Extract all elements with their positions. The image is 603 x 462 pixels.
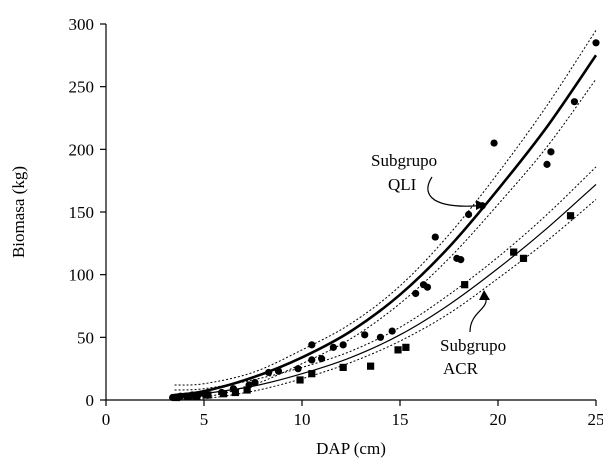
y-tick-label: 0 — [86, 391, 95, 410]
y-tick-label: 150 — [69, 203, 95, 222]
series-acr-point — [308, 370, 316, 378]
x-axis-ticks: 0 5 10 15 20 25 — [102, 400, 603, 429]
series-qli-point — [265, 368, 273, 377]
series-acr-point — [192, 392, 200, 400]
y-tick-label: 100 — [69, 266, 95, 285]
series-acr-point — [220, 390, 228, 398]
annotation-acr-line1: Subgrupo — [440, 336, 506, 355]
series-acr-ci-lower — [174, 199, 597, 401]
series-qli-fit-line — [174, 54, 598, 397]
series-qli-point — [457, 256, 465, 264]
series-qli-point — [251, 378, 259, 387]
x-tick-label: 5 — [200, 410, 209, 429]
series-acr-point — [339, 363, 347, 372]
series-qli-point — [308, 341, 316, 349]
series-acr-point — [394, 346, 402, 354]
annotation-acr-line2: ACR — [443, 359, 479, 378]
series-qli-point — [543, 160, 551, 168]
annotation-qli: Subgrupo QLI — [371, 151, 486, 210]
x-tick-label: 20 — [490, 410, 507, 429]
series-acr-point — [461, 281, 469, 289]
annotation-qli-line2: QLI — [388, 175, 417, 194]
series-qli-point — [376, 333, 384, 341]
series-qli-point — [329, 343, 337, 351]
series-qli-point — [308, 356, 316, 364]
annotation-qli-arrow — [427, 176, 485, 207]
series-qli-point — [339, 341, 347, 349]
series-qli-point — [592, 39, 600, 47]
series-qli-point — [412, 289, 420, 298]
x-axis-title: DAP (cm) — [316, 439, 386, 458]
series-qli-point — [361, 331, 369, 339]
series-qli-ci-upper — [174, 30, 597, 386]
y-tick-label: 200 — [69, 140, 95, 159]
series-acr-ci-upper — [174, 166, 597, 391]
series-qli-point — [465, 210, 473, 219]
x-tick-label: 10 — [294, 410, 311, 429]
annotation-qli-line1: Subgrupo — [371, 151, 437, 170]
series-acr-fit-line — [174, 183, 597, 400]
x-tick-label: 0 — [102, 410, 111, 429]
series-acr-point — [402, 343, 410, 351]
series-acr-point — [296, 376, 304, 384]
y-tick-label: 250 — [69, 78, 95, 97]
series-qli-point — [490, 139, 498, 147]
y-axis-ticks: 0 50 100 150 200 250 300 — [69, 15, 106, 410]
series-acr-point — [204, 391, 212, 399]
series-qli-point — [570, 98, 579, 106]
y-tick-label: 300 — [69, 15, 95, 34]
series-acr-point — [243, 386, 251, 394]
series-qli-point — [547, 148, 555, 156]
axes: 0 5 10 15 20 25 0 50 100 150 200 250 300 — [69, 15, 603, 429]
series-acr-point — [510, 248, 518, 256]
series-acr — [172, 166, 597, 402]
y-axis-title: Biomasa (kg) — [9, 166, 28, 258]
annotation-qli-arrowhead — [476, 200, 486, 210]
y-tick-label: 50 — [77, 328, 94, 347]
x-tick-label: 15 — [392, 410, 409, 429]
series-qli — [169, 30, 600, 402]
series-qli-point — [274, 367, 283, 375]
series-acr-point — [519, 254, 528, 262]
series-qli-point — [423, 283, 432, 291]
annotation-acr: Subgrupo ACR — [440, 290, 506, 378]
series-qli-point — [431, 233, 439, 241]
series-acr-point — [172, 393, 181, 402]
annotation-acr-arrowhead — [479, 290, 490, 300]
series-acr-point — [184, 392, 192, 400]
annotation-acr-arrow — [469, 297, 487, 333]
series-acr-point — [566, 212, 575, 220]
plot-area — [169, 30, 600, 402]
series-acr-point — [367, 362, 375, 370]
x-tick-label: 25 — [588, 410, 603, 429]
series-qli-ci-lower — [174, 78, 597, 401]
series-acr-point — [231, 388, 239, 397]
